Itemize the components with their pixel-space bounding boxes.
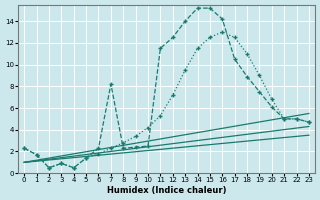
X-axis label: Humidex (Indice chaleur): Humidex (Indice chaleur)	[107, 186, 226, 195]
